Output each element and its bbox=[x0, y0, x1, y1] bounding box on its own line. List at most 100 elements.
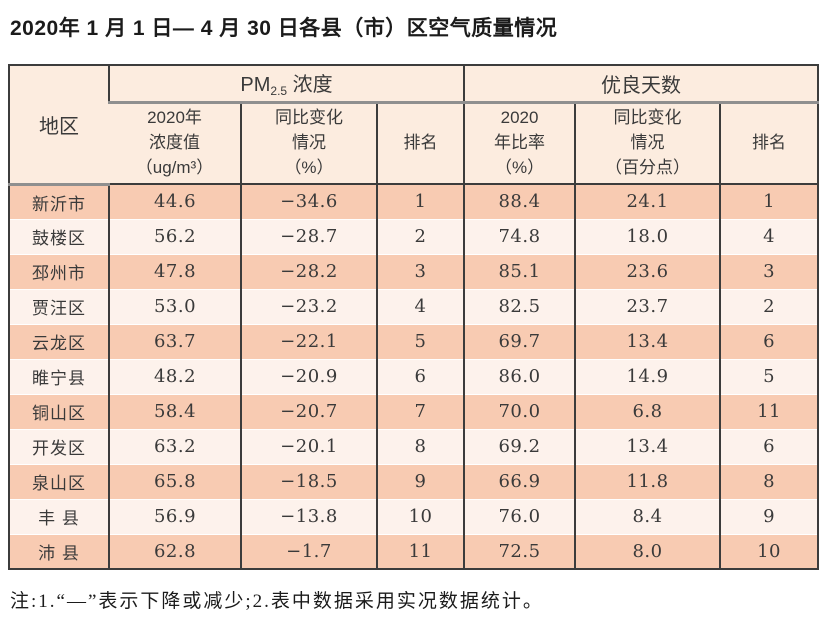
cell-pm-value: 65.8 bbox=[108, 463, 241, 499]
cell-pm-change: −18.5 bbox=[240, 463, 377, 499]
cell-good-change: 23.6 bbox=[574, 253, 721, 289]
cell-good-rank: 10 bbox=[719, 533, 819, 569]
col-header-region: 地区 bbox=[9, 65, 109, 186]
table-row: 新沂市 44.6 −34.6 1 88.4 24.1 1 bbox=[9, 184, 819, 219]
cell-pm-rank: 3 bbox=[375, 253, 465, 289]
table-body: 新沂市 44.6 −34.6 1 88.4 24.1 1 鼓楼区 56.2 −28.7 2 74.8 1… bbox=[9, 184, 819, 569]
cell-good-rate: 72.5 bbox=[463, 533, 576, 569]
cell-region: 睢宁县 bbox=[9, 358, 109, 394]
cell-pm-change: −20.9 bbox=[240, 358, 377, 394]
cell-region: 丰 县 bbox=[9, 498, 109, 534]
cell-pm-rank: 2 bbox=[375, 218, 465, 254]
cell-pm-rank: 8 bbox=[375, 428, 465, 464]
cell-pm-rank: 7 bbox=[375, 393, 465, 429]
cell-pm-rank: 6 bbox=[375, 358, 465, 394]
cell-good-rate: 85.1 bbox=[463, 253, 576, 289]
table-row: 邳州市 47.8 −28.2 3 85.1 23.6 3 bbox=[9, 253, 819, 289]
col-header-pm-rank: 排名 bbox=[375, 102, 465, 185]
col-group-good-days: 优良天数 bbox=[463, 65, 819, 104]
cell-good-rate: 74.8 bbox=[463, 218, 576, 254]
air-quality-table: 地区 PM2.5 浓度 优良天数 2020年 浓度值 （ug/m³） 同比变化 … bbox=[8, 64, 820, 570]
table-row: 丰 县 56.9 −13.8 10 76.0 8.4 9 bbox=[9, 498, 819, 534]
cell-good-rank: 9 bbox=[719, 498, 819, 534]
pm-suffix: 浓度 bbox=[287, 74, 333, 97]
cell-pm-rank: 1 bbox=[375, 184, 465, 219]
cell-pm-change: −20.7 bbox=[240, 393, 377, 429]
cell-good-rank: 8 bbox=[719, 463, 819, 499]
cell-pm-change: −23.2 bbox=[240, 288, 377, 324]
cell-good-rate: 69.7 bbox=[463, 323, 576, 359]
cell-pm-value: 58.4 bbox=[108, 393, 241, 429]
cell-pm-rank: 9 bbox=[375, 463, 465, 499]
cell-pm-value: 47.8 bbox=[108, 253, 241, 289]
cell-pm-value: 44.6 bbox=[108, 184, 241, 219]
cell-good-rank: 11 bbox=[719, 393, 819, 429]
cell-good-change: 14.9 bbox=[574, 358, 721, 394]
table-header: 地区 PM2.5 浓度 优良天数 2020年 浓度值 （ug/m³） 同比变化 … bbox=[9, 65, 819, 186]
cell-good-change: 13.4 bbox=[574, 323, 721, 359]
cell-pm-value: 62.8 bbox=[108, 533, 241, 569]
col-header-good-rate: 2020 年比率 （%） bbox=[463, 102, 576, 185]
cell-pm-change: −13.8 bbox=[240, 498, 377, 534]
col-header-pm-value: 2020年 浓度值 （ug/m³） bbox=[109, 102, 241, 185]
cell-good-rank: 6 bbox=[719, 323, 819, 359]
cell-good-change: 8.0 bbox=[574, 533, 721, 569]
cell-good-rate: 69.2 bbox=[463, 428, 576, 464]
table-row: 鼓楼区 56.2 −28.7 2 74.8 18.0 4 bbox=[9, 218, 819, 254]
cell-region: 铜山区 bbox=[9, 393, 109, 429]
cell-good-change: 6.8 bbox=[574, 393, 721, 429]
cell-pm-change: −1.7 bbox=[240, 533, 377, 569]
cell-region: 泉山区 bbox=[9, 463, 109, 499]
page-title: 2020年 1 月 1 日— 4 月 30 日各县（市）区空气质量情况 bbox=[10, 17, 558, 40]
col-group-pm25: PM2.5 浓度 bbox=[107, 65, 465, 104]
table-row: 睢宁县 48.2 −20.9 6 86.0 14.9 5 bbox=[9, 358, 819, 394]
pm-label: PM bbox=[240, 74, 271, 97]
table-row: 开发区 63.2 −20.1 8 69.2 13.4 6 bbox=[9, 428, 819, 464]
cell-good-change: 24.1 bbox=[574, 184, 721, 219]
table-row: 泉山区 65.8 −18.5 9 66.9 11.8 8 bbox=[9, 463, 819, 499]
cell-good-rank: 1 bbox=[719, 184, 819, 219]
cell-pm-change: −22.1 bbox=[240, 323, 377, 359]
header-group-row: 地区 PM2.5 浓度 优良天数 bbox=[9, 65, 819, 186]
cell-good-rank: 2 bbox=[719, 288, 819, 324]
table-row: 贾汪区 53.0 −23.2 4 82.5 23.7 2 bbox=[9, 288, 819, 324]
cell-pm-change: −28.7 bbox=[240, 218, 377, 254]
cell-pm-rank: 5 bbox=[375, 323, 465, 359]
cell-region: 鼓楼区 bbox=[9, 218, 109, 254]
table-row: 铜山区 58.4 −20.7 7 70.0 6.8 11 bbox=[9, 393, 819, 429]
cell-good-rate: 66.9 bbox=[463, 463, 576, 499]
col-header-good-rank: 排名 bbox=[719, 102, 819, 185]
cell-good-change: 11.8 bbox=[574, 463, 721, 499]
cell-pm-rank: 10 bbox=[375, 498, 465, 534]
cell-region: 开发区 bbox=[9, 428, 109, 464]
cell-pm-value: 63.7 bbox=[108, 323, 241, 359]
table-row: 沛 县 62.8 −1.7 11 72.5 8.0 10 bbox=[9, 533, 819, 569]
cell-pm-value: 56.9 bbox=[108, 498, 241, 534]
cell-good-rate: 88.4 bbox=[463, 184, 576, 219]
cell-good-rank: 6 bbox=[719, 428, 819, 464]
cell-region: 沛 县 bbox=[9, 533, 109, 569]
cell-good-change: 18.0 bbox=[574, 218, 721, 254]
cell-pm-change: −28.2 bbox=[240, 253, 377, 289]
cell-region: 邳州市 bbox=[9, 253, 109, 289]
cell-region: 新沂市 bbox=[9, 184, 109, 219]
pm-subscript: 2.5 bbox=[270, 84, 288, 99]
cell-pm-value: 53.0 bbox=[108, 288, 241, 324]
header-sub-row: 2020年 浓度值 （ug/m³） 同比变化 情况 （%） 排名 2020 年比… bbox=[9, 102, 819, 185]
col-header-pm-change: 同比变化 情况 （%） bbox=[240, 102, 377, 185]
cell-pm-rank: 4 bbox=[375, 288, 465, 324]
cell-pm-value: 48.2 bbox=[108, 358, 241, 394]
cell-pm-change: −34.6 bbox=[240, 184, 377, 219]
cell-good-change: 13.4 bbox=[574, 428, 721, 464]
cell-pm-value: 63.2 bbox=[108, 428, 241, 464]
cell-good-rate: 70.0 bbox=[463, 393, 576, 429]
cell-good-rank: 4 bbox=[719, 218, 819, 254]
cell-pm-rank: 11 bbox=[375, 533, 465, 569]
cell-good-rate: 86.0 bbox=[463, 358, 576, 394]
cell-region: 贾汪区 bbox=[9, 288, 109, 324]
cell-good-change: 23.7 bbox=[574, 288, 721, 324]
cell-pm-change: −20.1 bbox=[240, 428, 377, 464]
cell-good-rate: 82.5 bbox=[463, 288, 576, 324]
footnote: 注:1.“—”表示下降或减少;2.表中数据采用实况数据统计。 bbox=[10, 591, 544, 612]
